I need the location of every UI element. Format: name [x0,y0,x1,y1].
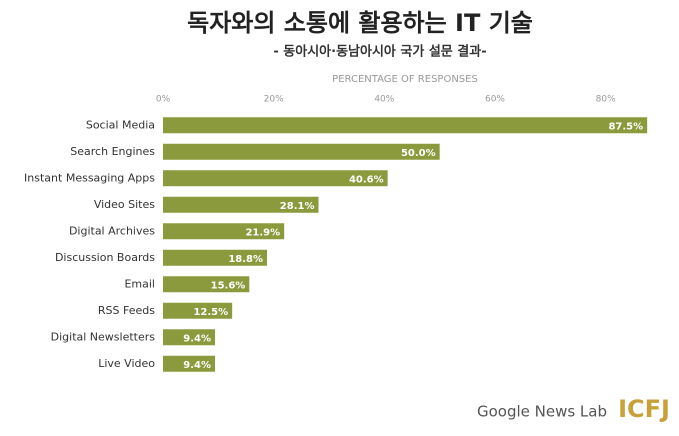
bar [163,170,388,187]
bar [163,117,648,134]
x-tick-label: 20% [264,95,284,105]
x-tick-label: 80% [596,95,616,105]
y-tick-label: Video Sites [94,198,155,211]
y-tick-label: Discussion Boards [55,251,155,264]
bar [163,329,216,346]
logo-text: Google News Lab [477,403,607,421]
y-tick-label: Digital Archives [69,224,155,237]
bar [163,276,250,293]
bar [163,302,233,319]
y-tick-label: Digital Newsletters [51,330,156,343]
value-label: 40.6% [349,174,384,185]
y-tick-label: Search Engines [70,145,155,158]
y-tick-label: RSS Feeds [98,304,155,317]
x-tick-label: 40% [374,95,394,105]
value-label: 15.6% [211,280,246,291]
value-label: 50.0% [401,148,436,159]
value-label: 18.8% [228,254,263,265]
bar [163,143,440,160]
bar [163,223,285,240]
value-label: 12.5% [193,307,228,318]
value-label: 28.1% [280,201,315,212]
y-tick-label: Social Media [86,118,155,131]
x-tick-label: 0% [156,95,171,105]
bar [163,249,268,266]
x-tick-label: 60% [485,95,505,105]
logo-text: ICFJ [618,395,670,423]
value-label: 87.5% [608,121,643,132]
y-tick-label: Live Video [98,357,155,370]
value-label: 21.9% [245,227,280,238]
y-tick-label: Instant Messaging Apps [24,171,155,184]
x-axis-label: PERCENTAGE OF RESPONSES [332,74,478,85]
y-tick-label: Email [124,277,155,290]
chart-subtitle: - 동아시아·동남아시아 국가 설문 결과- [273,44,486,60]
value-label: 9.4% [183,333,211,344]
value-label: 9.4% [183,360,211,371]
bar [163,355,216,372]
chart-title: 독자와의 소통에 활용하는 IT 기술 [187,9,533,37]
bar [163,196,319,213]
